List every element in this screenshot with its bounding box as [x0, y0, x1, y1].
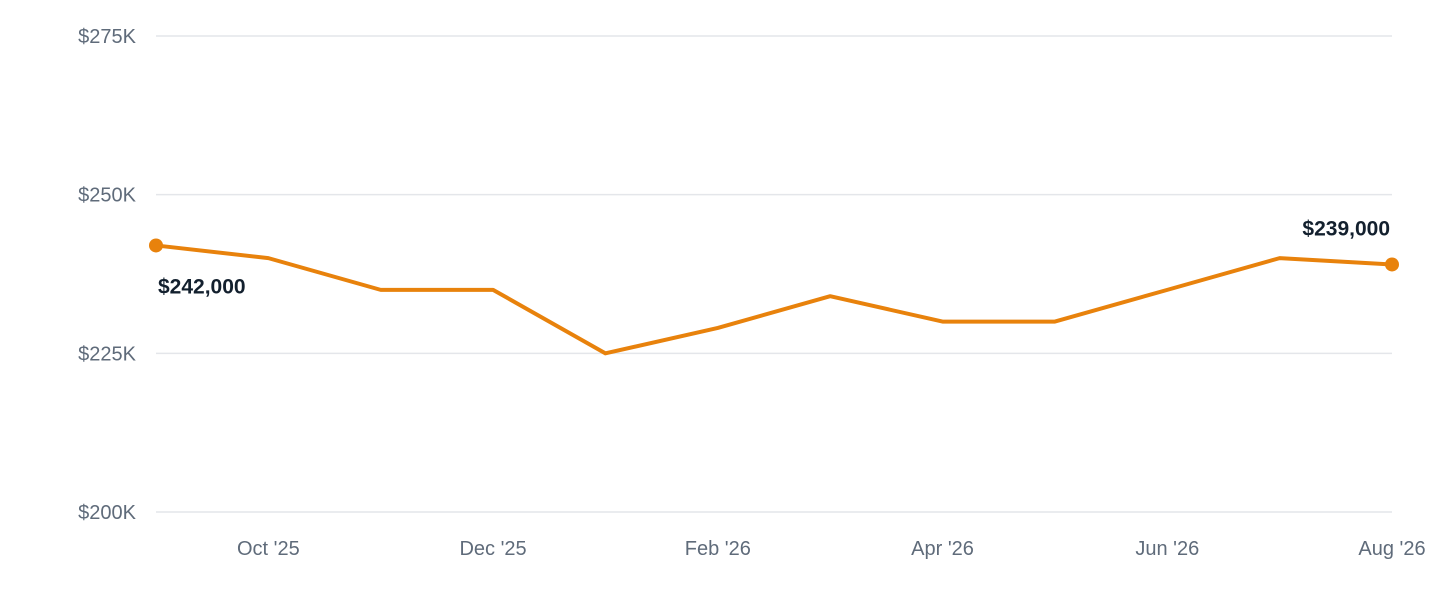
x-tick-label: Jun '26	[1135, 538, 1199, 560]
grid-lines	[156, 35, 1392, 513]
data-label: $239,000	[1302, 217, 1390, 240]
y-axis-labels: $200K $225K $250K $275K	[78, 26, 136, 524]
x-tick-label: Dec '25	[459, 538, 526, 560]
data-label: $242,000	[158, 275, 246, 298]
endpoint-marker	[149, 238, 163, 253]
x-tick-label: Oct '25	[237, 538, 300, 560]
x-axis-labels: Oct '25 Dec '25 Feb '26 Apr '26 Jun '26 Aug '…	[237, 538, 1426, 560]
y-tick-label: $250K	[78, 185, 136, 207]
y-tick-label: $200K	[78, 502, 136, 524]
x-tick-label: Feb '26	[685, 538, 751, 560]
x-tick-label: Apr '26	[911, 538, 974, 560]
data-labels: $242,000 $239,000	[158, 217, 1390, 298]
y-tick-label: $275K	[78, 26, 136, 48]
series-line	[154, 243, 1394, 356]
x-tick-label: Aug '26	[1358, 538, 1425, 560]
series-layer	[149, 238, 1399, 356]
y-tick-label: $225K	[78, 343, 136, 365]
endpoint-marker	[1385, 257, 1399, 272]
